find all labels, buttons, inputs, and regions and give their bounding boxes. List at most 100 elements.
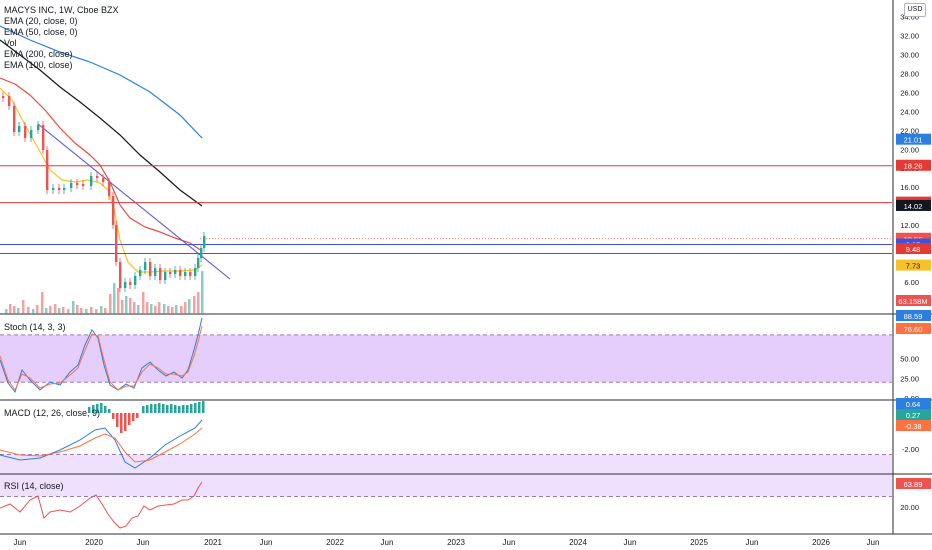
legend-symbol[interactable]: MACYS INC, 1W, Cboe BZX <box>4 5 119 15</box>
price-label-bg <box>896 232 931 244</box>
candle-body <box>149 262 152 276</box>
macd-legend[interactable]: MACD (12, 26, close, 9) <box>4 408 101 418</box>
x-tick-label: 2025 <box>690 538 708 547</box>
rsi-legend[interactable]: RSI (14, close) <box>4 481 64 491</box>
candle-body <box>164 272 167 280</box>
macd-hist-bar <box>158 403 161 413</box>
macd-value-label-bg <box>896 398 931 409</box>
ema100-line <box>0 25 203 139</box>
candle-body <box>102 178 105 182</box>
rsi-value-label: 63.89 <box>904 480 923 489</box>
x-tick-label: 2026 <box>812 538 830 547</box>
candle-body <box>8 96 11 106</box>
macd-hist-bar <box>154 404 157 413</box>
macd-value-label-bg <box>896 420 931 431</box>
rsi-line <box>0 481 203 529</box>
macd-hist-bar <box>128 413 131 425</box>
macd-hist-bar <box>132 413 135 421</box>
macd-hist-bar <box>112 413 115 419</box>
stoch-value-label: 76.60 <box>904 325 923 334</box>
volume-bar <box>201 271 204 314</box>
candle-body <box>37 125 40 130</box>
macd-value-label: 0.27 <box>906 411 921 420</box>
candle-body <box>115 225 118 262</box>
macd-value-label-bg <box>896 409 931 420</box>
price-label-bg <box>896 243 931 255</box>
volume-bar <box>125 296 128 314</box>
candle-body <box>13 106 16 132</box>
candle-body <box>119 262 122 288</box>
macd-y-tick: -2.00 <box>902 445 919 454</box>
volume-bar <box>85 309 88 314</box>
volume-bar <box>90 307 93 314</box>
volume-bar <box>76 305 79 314</box>
y-tick-label: 6.00 <box>904 278 919 287</box>
volume-bar <box>150 304 153 314</box>
candle-body <box>203 236 206 248</box>
macd-hist-bar <box>100 403 103 413</box>
x-tick-label: 2022 <box>326 538 344 547</box>
x-tick-label: Jun <box>746 538 759 547</box>
macd-value-label: 0.64 <box>906 400 921 409</box>
legend-volume[interactable]: Vol <box>4 38 17 48</box>
candle-body <box>189 272 192 276</box>
stoch-legend[interactable]: Stoch (14, 3, 3) <box>4 322 66 332</box>
macd-hist-bar <box>104 406 107 413</box>
price-label-bg <box>896 199 931 211</box>
volume-bar <box>95 309 98 314</box>
candle-body <box>129 282 132 285</box>
macd-hist-bar <box>166 405 169 413</box>
macd-hist-bar <box>120 413 123 433</box>
volume-bar <box>146 302 149 314</box>
x-tick-label: Jun <box>14 538 27 547</box>
macd-hist-bar <box>202 401 205 413</box>
macd-signal-line <box>0 427 203 463</box>
volume-bar <box>163 304 166 314</box>
macd-hist-bar <box>170 404 173 413</box>
price-label: 14.02 <box>904 202 923 211</box>
price-label-bg <box>896 259 931 271</box>
candle-body <box>108 182 111 196</box>
volume-bar <box>154 306 157 314</box>
volume-bar <box>193 296 196 314</box>
y-tick-label: 22.00 <box>900 126 919 135</box>
candle-body <box>96 176 99 178</box>
legend-ema20[interactable]: EMA (20, close, 0) <box>4 16 78 26</box>
volume-bar <box>137 305 140 314</box>
macd-hist-bar <box>108 409 111 413</box>
price-label: 9.48 <box>906 245 921 254</box>
macd-value-label: -0.38 <box>904 422 921 431</box>
volume-bar <box>54 304 57 314</box>
candle-body <box>30 130 33 138</box>
legend-ema200[interactable]: EMA (200, close) <box>4 49 73 59</box>
candle-body <box>124 282 127 288</box>
y-tick-label: 12.00 <box>900 221 919 230</box>
legend-ema50[interactable]: EMA (50, close, 0) <box>4 27 78 37</box>
volume-bar <box>113 283 116 314</box>
price-label: 18.26 <box>904 162 923 171</box>
volume-bar <box>9 304 12 314</box>
candle-body <box>159 268 162 280</box>
volume-bar <box>72 301 75 314</box>
ema50-line <box>0 77 203 252</box>
y-tick-label: 30.00 <box>900 50 919 59</box>
price-label: 7.73 <box>906 262 921 271</box>
price-label-bg <box>896 295 931 306</box>
currency-badge[interactable]: USD <box>904 3 926 17</box>
macd-hist-bar <box>194 403 197 413</box>
y-tick-label: 20.00 <box>900 145 919 154</box>
candle-body <box>197 258 200 268</box>
x-tick-label: Jun <box>867 538 880 547</box>
candle-body <box>24 126 27 138</box>
volume-bar <box>133 302 136 314</box>
macd-hist-bar <box>88 407 91 413</box>
rsi-band <box>0 454 892 497</box>
candle-body <box>200 248 203 258</box>
y-tick-label: 26.00 <box>900 88 919 97</box>
stoch-y-tick: 25.00 <box>900 374 919 383</box>
legend-ema100[interactable]: EMA (100, close) <box>4 60 73 70</box>
x-tick-label: Jun <box>624 538 637 547</box>
candle-body <box>18 126 21 132</box>
macd-line <box>0 419 203 469</box>
